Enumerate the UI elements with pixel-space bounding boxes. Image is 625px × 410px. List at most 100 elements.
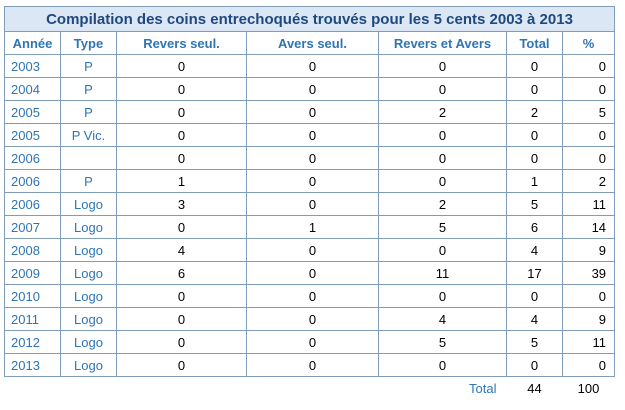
cell-avers-seul: 0: [246, 54, 379, 78]
cell-revers-et-avers: 0: [378, 284, 507, 308]
cell-total: 0: [506, 54, 563, 78]
cell-percent: 0: [561, 123, 616, 147]
cell-revers-et-avers: 0: [378, 169, 507, 193]
cell-avers-seul: 1: [246, 215, 379, 239]
cell-annee: 2004: [4, 77, 61, 101]
cell-revers-seul: 0: [116, 54, 247, 78]
cell-total: 0: [506, 123, 563, 147]
cell-total: 0: [506, 77, 563, 101]
cell-total: 2: [506, 100, 563, 124]
cell-type: [60, 146, 117, 170]
cell-total: 0: [506, 284, 563, 308]
cell-percent: 11: [561, 192, 616, 216]
totals-spacer: [117, 377, 247, 400]
cell-revers-et-avers: 0: [378, 146, 507, 170]
header-total: Total: [506, 31, 563, 55]
cell-total: 6: [506, 215, 563, 239]
cell-annee: 2013: [4, 353, 61, 377]
cell-type: P Vic.: [60, 123, 117, 147]
cell-total: 4: [506, 238, 563, 262]
header-revers-et-avers: Revers et Avers: [378, 31, 507, 55]
cell-revers-et-avers: 2: [378, 100, 507, 124]
cell-avers-seul: 0: [246, 307, 379, 331]
cell-revers-et-avers: 5: [378, 330, 507, 354]
header-annee: Année: [4, 31, 61, 55]
cell-revers-et-avers: 2: [378, 192, 507, 216]
cell-avers-seul: 0: [246, 77, 379, 101]
cell-avers-seul: 0: [246, 192, 379, 216]
totals-percent: 100: [577, 380, 600, 396]
cell-type: Logo: [60, 192, 117, 216]
table-row: 2010 Logo 0 0 0 0 0: [4, 284, 616, 308]
cell-revers-seul: 0: [116, 123, 247, 147]
cell-type: Logo: [60, 215, 117, 239]
cell-revers-et-avers: 0: [378, 353, 507, 377]
title-row: Compilation des coins entrechoqués trouv…: [3, 6, 616, 32]
header-percent: %: [561, 31, 616, 55]
cell-revers-et-avers: 0: [378, 238, 507, 262]
cell-revers-seul: 0: [116, 330, 247, 354]
cell-type: P: [60, 100, 117, 124]
cell-revers-et-avers: 11: [378, 261, 507, 285]
cell-type: P: [60, 169, 117, 193]
cell-total: 0: [506, 146, 563, 170]
cell-annee: 2010: [4, 284, 61, 308]
cell-type: P: [60, 77, 117, 101]
cell-percent: 0: [561, 353, 616, 377]
cell-percent: 0: [561, 146, 616, 170]
table-row: 2006 Logo 3 0 2 5 11: [4, 192, 616, 216]
cell-percent: 9: [561, 307, 616, 331]
cell-revers-seul: 0: [116, 100, 247, 124]
cell-revers-et-avers: 5: [378, 215, 507, 239]
cell-revers-et-avers: 0: [378, 54, 507, 78]
table-row: 2005 P Vic. 0 0 0 0 0: [4, 123, 616, 147]
cell-percent: 11: [561, 330, 616, 354]
cell-percent: 0: [561, 77, 616, 101]
cell-avers-seul: 0: [246, 123, 379, 147]
cell-revers-seul: 0: [116, 146, 247, 170]
cell-revers-seul: 6: [116, 261, 247, 285]
table-body: 2003 P 0 0 0 0 0 2004 P 0 0 0 0 0 2005 P 0 0 2 2 5 2005 P Vic.…: [4, 54, 616, 377]
table-row: 2006 P 1 0 0 1 2: [4, 169, 616, 193]
cell-annee: 2012: [4, 330, 61, 354]
cell-annee: 2006: [4, 169, 61, 193]
cell-type: Logo: [60, 330, 117, 354]
cell-annee: 2009: [4, 261, 61, 285]
cell-annee: 2006: [4, 192, 61, 216]
table-row: 2008 Logo 4 0 0 4 9: [4, 238, 616, 262]
cell-revers-seul: 4: [116, 238, 247, 262]
cell-revers-seul: 0: [116, 284, 247, 308]
cell-percent: 5: [561, 100, 616, 124]
cell-avers-seul: 0: [246, 146, 379, 170]
cell-percent: 14: [561, 215, 616, 239]
coin-compilation-table: Compilation des coins entrechoqués trouv…: [3, 6, 616, 400]
cell-type: Logo: [60, 353, 117, 377]
cell-type: P: [60, 54, 117, 78]
table-row: 2006 0 0 0 0 0: [4, 146, 616, 170]
cell-total: 5: [506, 330, 563, 354]
cell-total: 0: [506, 353, 563, 377]
totals-spacer: [61, 377, 117, 400]
table-row: 2003 P 0 0 0 0 0: [4, 54, 616, 78]
cell-total: 1: [506, 169, 563, 193]
cell-type: Logo: [60, 307, 117, 331]
cell-percent: 39: [561, 261, 616, 285]
cell-annee: 2005: [4, 123, 61, 147]
cell-type: Logo: [60, 261, 117, 285]
cell-revers-et-avers: 0: [378, 123, 507, 147]
cell-percent: 0: [561, 284, 616, 308]
cell-revers-seul: 1: [116, 169, 247, 193]
totals-row: Total 44 100: [5, 377, 615, 400]
totals-spacer: [5, 377, 61, 400]
cell-avers-seul: 0: [246, 353, 379, 377]
cell-percent: 9: [561, 238, 616, 262]
cell-revers-seul: 0: [116, 307, 247, 331]
totals-spacer: [247, 377, 379, 400]
header-type: Type: [60, 31, 117, 55]
cell-annee: 2003: [4, 54, 61, 78]
cell-avers-seul: 0: [246, 238, 379, 262]
cell-annee: 2005: [4, 100, 61, 124]
cell-revers-et-avers: 4: [378, 307, 507, 331]
coin-table-sheet: Compilation des coins entrechoqués trouv…: [3, 6, 616, 400]
cell-revers-seul: 0: [116, 353, 247, 377]
